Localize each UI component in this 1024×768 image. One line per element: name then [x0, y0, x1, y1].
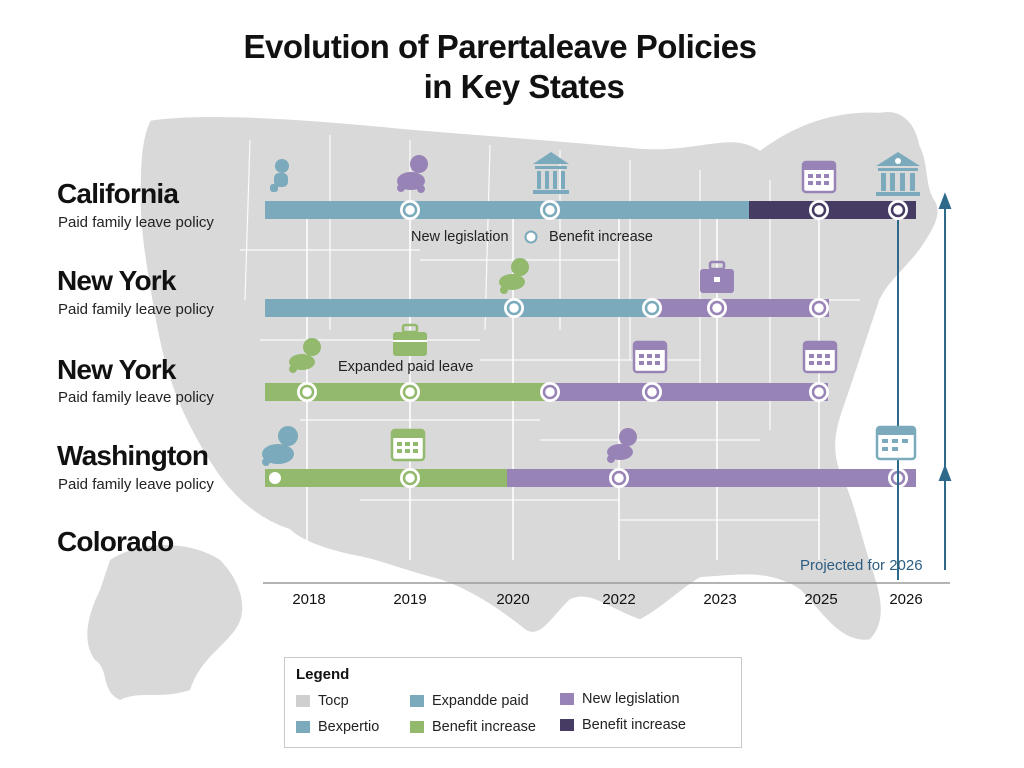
baby-icon	[262, 426, 298, 466]
year-label: 2022	[602, 591, 636, 608]
milestone-marker	[269, 472, 281, 484]
calendar-icon	[390, 428, 426, 462]
year-label: 2020	[496, 591, 530, 608]
capitol-building-icon	[876, 152, 920, 196]
legend-swatch	[560, 719, 574, 731]
state-name-new-york-2: New York	[57, 354, 176, 385]
legend-item: Expandde paid	[410, 693, 529, 709]
chart-title-line-1: Evolution of Parertaleave Policies	[243, 28, 757, 65]
capitol-building-icon	[533, 152, 569, 194]
legend-label: Expandde paid	[432, 693, 529, 709]
milestone-marker	[297, 382, 317, 402]
us-mainland-shape	[139, 110, 940, 642]
briefcase-icon	[700, 260, 734, 293]
bar-new-york-1	[265, 299, 829, 317]
legend-title: Legend	[296, 666, 350, 683]
milestone-marker	[707, 298, 727, 318]
milestone-marker	[642, 382, 662, 402]
legend-item: New legislation	[560, 691, 680, 707]
chart-title-line-2: in Key States	[423, 68, 625, 105]
year-label: 2023	[703, 591, 737, 608]
legend-label: Bexpertio	[318, 719, 380, 735]
milestone-marker	[809, 200, 829, 220]
milestone-marker	[400, 200, 420, 220]
milestone-marker	[504, 298, 524, 318]
legend-item: Benefit increase	[410, 719, 536, 735]
alaska-shape	[87, 545, 243, 700]
calendar-icon	[801, 160, 837, 194]
annotation-benefit-increase: Benefit increase	[549, 229, 653, 245]
state-name-new-york: New York	[57, 265, 176, 296]
milestone-marker	[540, 200, 560, 220]
milestone-marker	[809, 298, 829, 318]
calendar-icon	[875, 425, 917, 461]
state-subtitle-new-york: Paid family leave policy	[58, 301, 214, 318]
legend-label: Benefit increase	[432, 719, 536, 735]
state-subtitle-new-york-2: Paid family leave policy	[58, 389, 214, 406]
bar-washington	[265, 469, 916, 487]
projection-arrows	[897, 192, 952, 580]
calendar-icon	[632, 340, 668, 374]
state-name-colorado: Colorado	[57, 526, 174, 557]
legend-label: Benefit increase	[582, 717, 686, 733]
legend-swatch	[296, 695, 310, 707]
milestone-marker	[609, 468, 629, 488]
bar-california	[265, 201, 916, 219]
legend-item: Bexpertio	[296, 719, 379, 735]
year-label: 2026	[889, 591, 923, 608]
legend-swatch	[410, 695, 424, 707]
year-label: 2018	[292, 591, 326, 608]
legend-label: New legislation	[582, 691, 680, 707]
legend-swatch	[410, 721, 424, 733]
milestone-marker	[888, 200, 908, 220]
milestone-marker	[809, 382, 829, 402]
projected-label: Projected for 2026	[800, 557, 923, 574]
milestone-marker	[540, 382, 560, 402]
annotation-expanded-paid-leave: Expanded paid leave	[338, 359, 474, 375]
annotation-marker	[524, 230, 538, 244]
legend-item: Benefit increase	[560, 717, 686, 733]
legend-swatch	[560, 693, 574, 705]
milestone-marker	[400, 382, 420, 402]
legend-item: Tocp	[296, 693, 349, 709]
state-name-california: California	[57, 178, 179, 209]
calendar-icon	[802, 340, 838, 374]
legend-label: Tocp	[318, 693, 349, 709]
legend: Legend Tocp Bexpertio Expandde paid Bene…	[284, 657, 742, 748]
baby-icon	[270, 159, 289, 192]
annotation-new-legislation: New legislation	[411, 229, 509, 245]
milestone-marker	[642, 298, 662, 318]
legend-swatch	[296, 721, 310, 733]
year-label: 2025	[804, 591, 838, 608]
baby-icon	[499, 258, 529, 294]
baby-icon	[289, 338, 321, 373]
baby-icon	[607, 428, 637, 463]
briefcase-icon	[393, 323, 427, 356]
baby-icon	[397, 155, 428, 193]
state-subtitle-washington: Paid family leave policy	[58, 476, 214, 493]
state-name-washington: Washington	[57, 440, 209, 471]
year-label: 2019	[393, 591, 427, 608]
state-subtitle-california: Paid family leave policy	[58, 214, 214, 231]
us-map	[87, 110, 940, 700]
milestone-marker	[400, 468, 420, 488]
